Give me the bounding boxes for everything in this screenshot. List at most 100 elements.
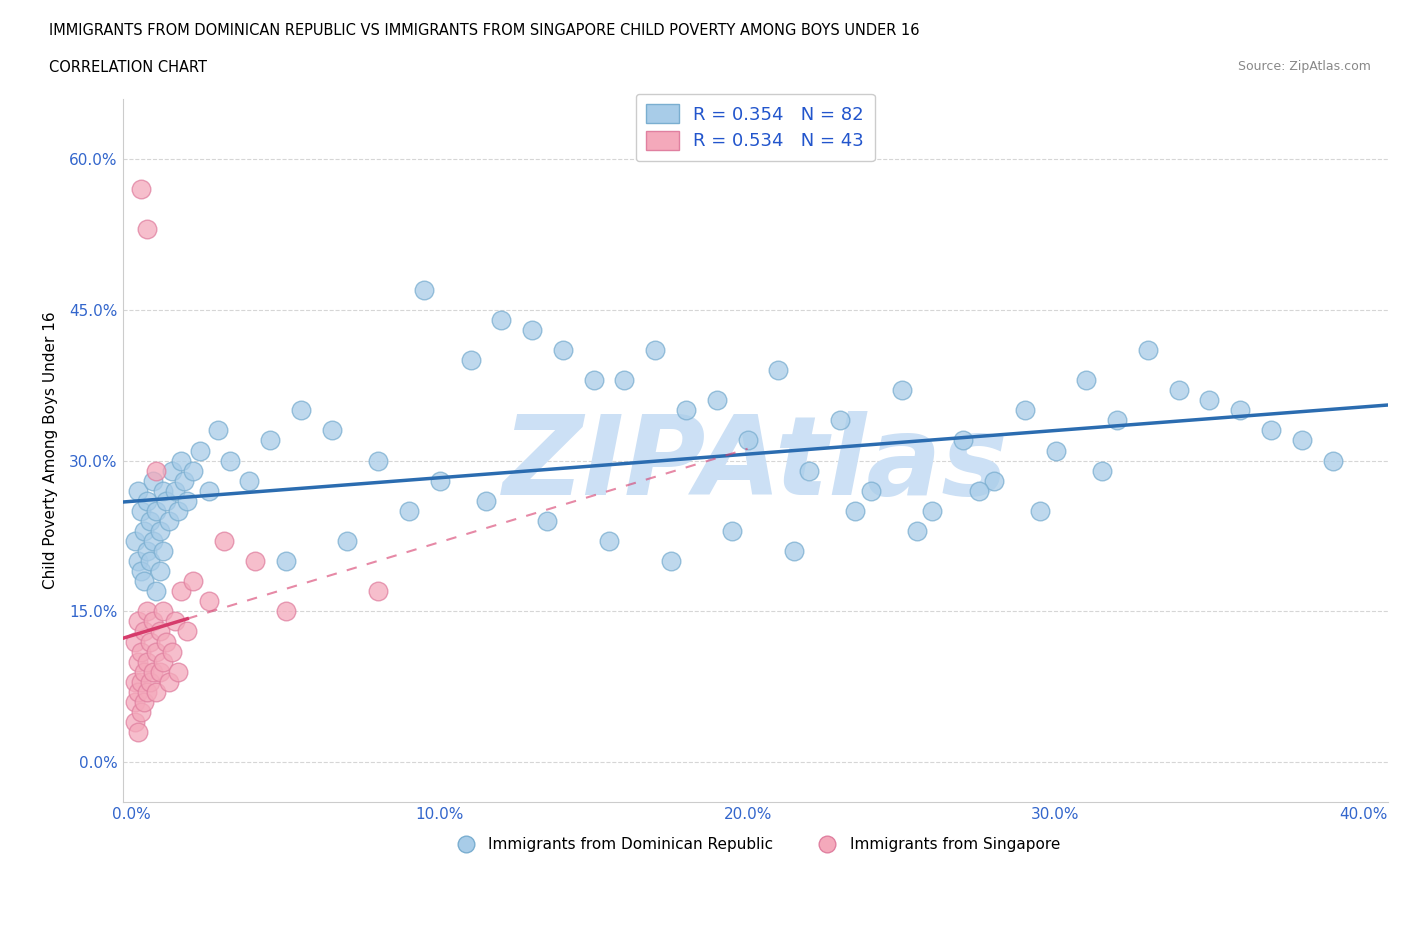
- Point: [124, 634, 146, 649]
- Point: [127, 614, 149, 629]
- Point: [1229, 403, 1251, 418]
- Point: [157, 674, 180, 689]
- Point: [188, 443, 211, 458]
- Point: [1107, 413, 1129, 428]
- Point: [1198, 392, 1220, 407]
- Point: [274, 604, 297, 618]
- Point: [134, 624, 156, 639]
- Point: [1167, 383, 1189, 398]
- Point: [148, 524, 170, 538]
- Point: [721, 524, 744, 538]
- Point: [243, 553, 266, 568]
- Point: [129, 564, 152, 578]
- Point: [799, 463, 821, 478]
- Point: [290, 403, 312, 418]
- Point: [336, 534, 359, 549]
- Point: [136, 222, 159, 237]
- Point: [173, 473, 195, 488]
- Point: [274, 553, 297, 568]
- Point: [1014, 403, 1036, 418]
- Text: ZIPAtlas: ZIPAtlas: [502, 411, 1008, 518]
- Point: [413, 283, 436, 298]
- Point: [155, 494, 177, 509]
- Point: [520, 323, 543, 338]
- Point: [142, 534, 165, 549]
- Point: [212, 534, 235, 549]
- Point: [167, 503, 190, 518]
- Y-axis label: Child Poverty Among Boys Under 16: Child Poverty Among Boys Under 16: [44, 312, 58, 590]
- Point: [828, 413, 851, 428]
- Point: [1322, 453, 1344, 468]
- Point: [136, 684, 159, 699]
- Point: [1136, 342, 1159, 357]
- Point: [129, 705, 152, 720]
- Point: [129, 181, 152, 196]
- Point: [967, 484, 990, 498]
- Point: [152, 654, 174, 669]
- Point: [783, 544, 806, 559]
- Point: [170, 584, 193, 599]
- Point: [136, 494, 159, 509]
- Point: [124, 714, 146, 729]
- Point: [129, 674, 152, 689]
- Point: [145, 503, 167, 518]
- Point: [321, 423, 343, 438]
- Point: [160, 463, 183, 478]
- Point: [1045, 443, 1067, 458]
- Point: [475, 494, 498, 509]
- Point: [139, 674, 162, 689]
- Point: [429, 473, 451, 488]
- Legend: Immigrants from Dominican Republic, Immigrants from Singapore: Immigrants from Dominican Republic, Immi…: [444, 830, 1067, 858]
- Point: [1291, 433, 1313, 448]
- Point: [124, 674, 146, 689]
- Point: [367, 584, 389, 599]
- Point: [145, 463, 167, 478]
- Point: [129, 644, 152, 659]
- Point: [148, 564, 170, 578]
- Point: [136, 604, 159, 618]
- Point: [176, 624, 198, 639]
- Point: [551, 342, 574, 357]
- Point: [1076, 373, 1098, 388]
- Point: [644, 342, 666, 357]
- Point: [167, 664, 190, 679]
- Point: [139, 553, 162, 568]
- Point: [129, 503, 152, 518]
- Point: [134, 524, 156, 538]
- Point: [768, 363, 790, 378]
- Point: [127, 654, 149, 669]
- Point: [127, 684, 149, 699]
- Point: [844, 503, 866, 518]
- Point: [1029, 503, 1052, 518]
- Point: [582, 373, 605, 388]
- Text: CORRELATION CHART: CORRELATION CHART: [49, 60, 207, 75]
- Point: [219, 453, 242, 468]
- Point: [183, 463, 205, 478]
- Point: [983, 473, 1005, 488]
- Text: IMMIGRANTS FROM DOMINICAN REPUBLIC VS IMMIGRANTS FROM SINGAPORE CHILD POVERTY AM: IMMIGRANTS FROM DOMINICAN REPUBLIC VS IM…: [49, 23, 920, 38]
- Point: [139, 513, 162, 528]
- Point: [152, 544, 174, 559]
- Point: [124, 695, 146, 710]
- Point: [139, 634, 162, 649]
- Point: [160, 644, 183, 659]
- Point: [613, 373, 636, 388]
- Point: [142, 664, 165, 679]
- Point: [170, 453, 193, 468]
- Point: [134, 695, 156, 710]
- Point: [198, 594, 221, 609]
- Point: [145, 684, 167, 699]
- Point: [163, 614, 186, 629]
- Point: [659, 553, 682, 568]
- Point: [491, 312, 513, 327]
- Point: [142, 473, 165, 488]
- Point: [163, 484, 186, 498]
- Point: [259, 433, 281, 448]
- Point: [398, 503, 420, 518]
- Point: [598, 534, 620, 549]
- Point: [460, 352, 482, 367]
- Point: [136, 654, 159, 669]
- Point: [367, 453, 389, 468]
- Point: [198, 484, 221, 498]
- Point: [952, 433, 974, 448]
